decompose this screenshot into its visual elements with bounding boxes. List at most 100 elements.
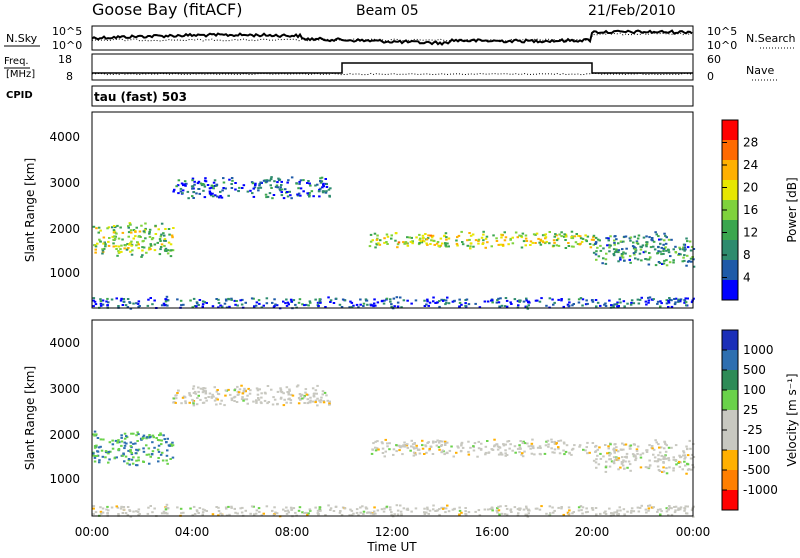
heatmap-cell (299, 194, 302, 197)
freq-tick-top: 18 (58, 53, 72, 66)
heatmap-cell (94, 511, 98, 514)
heatmap-cell (195, 403, 199, 406)
heatmap-cell (157, 457, 160, 459)
heatmap-cell (531, 241, 534, 244)
heatmap-cell (636, 452, 639, 455)
heatmap-cell (444, 243, 447, 246)
heatmap-cell (327, 296, 330, 299)
heatmap-cell (166, 437, 169, 440)
heatmap-cell (446, 242, 449, 245)
heatmap-cell (197, 390, 200, 393)
heatmap-cell (236, 393, 240, 396)
heatmap-cell (651, 447, 654, 450)
heatmap-cell (670, 238, 673, 241)
heatmap-cell (670, 299, 673, 302)
heatmap-cell (604, 262, 608, 265)
heatmap-cell (624, 443, 628, 446)
colorbar-segment (722, 350, 738, 371)
heatmap-cell (677, 462, 680, 464)
heatmap-cell (205, 302, 208, 304)
heatmap-cell (612, 254, 616, 257)
heatmap-cell (204, 390, 207, 393)
heatmap-cell (124, 304, 128, 307)
heatmap-cell (169, 255, 173, 258)
heatmap-cell (646, 449, 649, 452)
heatmap-cell (440, 298, 443, 301)
heatmap-cell (551, 506, 554, 509)
heatmap-cell (295, 385, 299, 388)
heatmap-cell (673, 303, 677, 306)
heatmap-cell (410, 439, 413, 442)
heatmap-cell (117, 448, 121, 450)
heatmap-cell (395, 296, 399, 299)
heatmap-cell (544, 236, 548, 239)
heatmap-cell (654, 439, 657, 442)
heatmap-cell (581, 237, 585, 240)
heatmap-cell (101, 507, 105, 510)
heatmap-cell (586, 452, 589, 455)
heatmap-cell (495, 237, 498, 240)
heatmap-cell (304, 511, 308, 514)
heatmap-cell (519, 440, 522, 442)
heatmap-cell (506, 440, 509, 443)
heatmap-cell (311, 400, 315, 403)
heatmap-cell (599, 249, 603, 252)
heatmap-cell (689, 468, 693, 471)
heatmap-cell (149, 455, 152, 458)
heatmap-cell (484, 246, 487, 249)
heatmap-cell (538, 445, 542, 448)
heatmap-cell (107, 452, 110, 455)
heatmap-cell (163, 304, 166, 307)
heatmap-cell (437, 244, 440, 247)
heatmap-cell (651, 445, 654, 447)
heatmap-cell (530, 452, 534, 455)
heatmap-cell (626, 510, 629, 513)
heatmap-cell (500, 512, 504, 515)
heatmap-cell (615, 238, 618, 241)
heatmap-cell (120, 250, 123, 253)
heatmap-cell (212, 187, 215, 190)
heatmap-cell (383, 507, 386, 510)
heatmap-cell (558, 452, 562, 455)
heatmap-cell (548, 242, 551, 245)
heatmap-cell (127, 226, 130, 229)
heatmap-cell (262, 179, 266, 182)
heatmap-cell (457, 446, 460, 449)
heatmap-cell (136, 510, 140, 513)
heatmap-cell (579, 297, 583, 300)
heatmap-cell (438, 441, 441, 444)
date-label: 21/Feb/2010 (588, 3, 676, 19)
heatmap-cell (219, 190, 222, 193)
heatmap-cell (202, 390, 206, 392)
heatmap-cell (636, 298, 640, 301)
heatmap-cell (148, 232, 151, 235)
heatmap-cell (595, 258, 598, 261)
heatmap-cell (318, 506, 322, 509)
heatmap-cell (594, 236, 598, 239)
heatmap-cell (172, 190, 175, 193)
heatmap-cell (605, 460, 608, 463)
heatmap-cell (659, 513, 662, 516)
heatmap-cell (210, 184, 214, 187)
heatmap-cell (287, 393, 290, 396)
heatmap-cell (192, 385, 196, 388)
heatmap-cell (213, 179, 217, 182)
heatmap-cell (464, 507, 467, 509)
heatmap-cell (678, 465, 682, 468)
heatmap-cell (107, 240, 110, 243)
heatmap-cell (135, 448, 138, 451)
heatmap-cell (128, 223, 132, 226)
heatmap-cell (197, 304, 200, 306)
heatmap-cell (139, 437, 143, 440)
heatmap-cell (588, 451, 591, 454)
heatmap-cell (527, 512, 530, 515)
heatmap-cell (612, 462, 616, 465)
heatmap-cell (285, 512, 289, 515)
heatmap-cell (386, 235, 390, 238)
heatmap-cell (505, 513, 509, 516)
heatmap-cell (612, 253, 615, 255)
heatmap-cell (279, 388, 283, 391)
colorbar-tick-label: -1000 (743, 483, 778, 497)
heatmap-cell (305, 393, 309, 396)
heatmap-cell (585, 240, 588, 243)
